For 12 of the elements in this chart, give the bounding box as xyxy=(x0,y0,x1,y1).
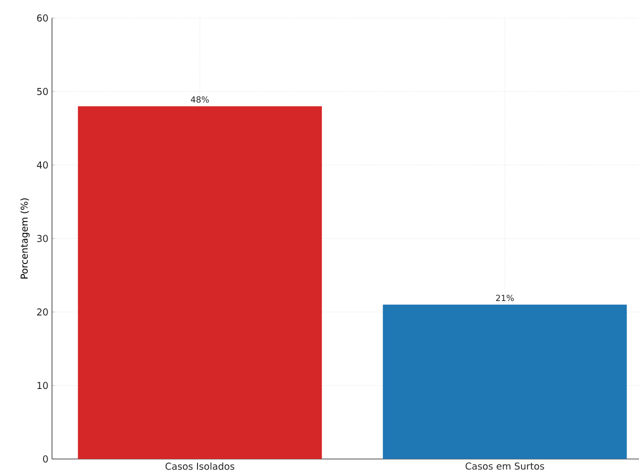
data-label: 48% xyxy=(190,96,209,103)
x-tick-label: Casos Isolados xyxy=(166,462,234,470)
y-tick-label: 50 xyxy=(37,88,48,96)
y-tick-label: 10 xyxy=(37,382,48,390)
y-tick-label: 20 xyxy=(37,308,48,316)
y-tick-label: 30 xyxy=(37,234,48,242)
y-tick-label: 40 xyxy=(36,161,48,169)
y-axis-title: Porcentagem (%) xyxy=(20,198,30,278)
y-tick-label: 60 xyxy=(37,14,48,22)
x-tick-label: Casos em Surtos xyxy=(466,462,544,470)
y-tick-label: 0 xyxy=(43,455,48,463)
data-label: 21% xyxy=(496,294,514,302)
